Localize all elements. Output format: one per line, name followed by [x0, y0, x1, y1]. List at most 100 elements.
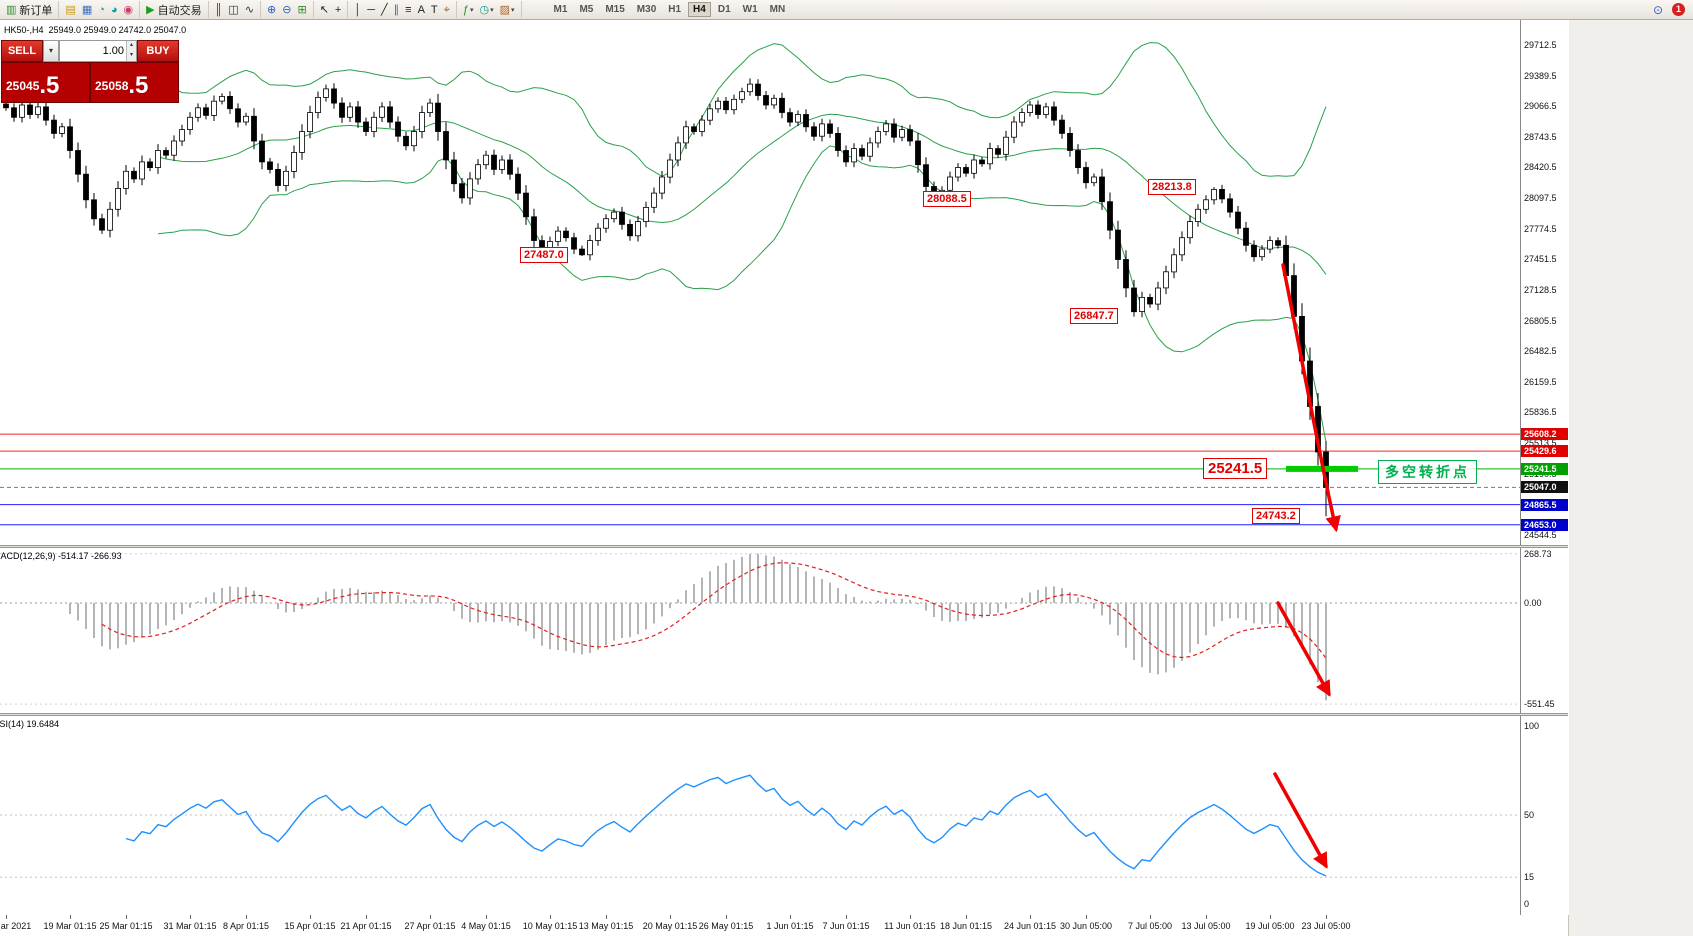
price-tick: 26482.5: [1524, 346, 1557, 356]
tile-windows-button[interactable]: ⊞: [295, 2, 308, 18]
sell-price-display[interactable]: 25045.5: [1, 62, 90, 103]
time-label: 4 May 01:15: [461, 921, 511, 931]
timeframe-m30-button[interactable]: M30: [636, 4, 657, 15]
volume-input[interactable]: [60, 41, 127, 61]
order-type-dropdown[interactable]: ▾: [43, 40, 59, 62]
price-tick: 28420.5: [1524, 162, 1557, 172]
bar-chart-button[interactable]: ║: [213, 2, 225, 18]
time-label: 7 Jun 01:15: [822, 921, 870, 931]
toolbar-groups: ▥ 新订单 ▤ ▦ ◔ ◕ ◉ ▶ 自动交易 ║ ◫ ∿ ⊕ ⊖ ⊞ ↖ + │ ─ ╱ ∥ ≡ A T ⌖ ƒ ▾ ◷ ▾ ▨ ▾: [0, 1, 522, 18]
horizontal-line-icon: ─: [367, 3, 376, 16]
timeframe-h4-button[interactable]: H4: [688, 2, 711, 17]
macd-scale-value: 268.73: [1524, 549, 1552, 559]
time-tick: [430, 915, 431, 919]
channel-button[interactable]: ∥: [392, 2, 402, 18]
print-button[interactable]: ▦: [80, 2, 94, 18]
options-button[interactable]: ◕: [109, 2, 120, 18]
price-callout-label[interactable]: 26847.7: [1070, 308, 1118, 324]
price-axis[interactable]: 29712.5 29389.5 29066.5 28743.5 28420.5 28097…: [1520, 19, 1569, 915]
search-button[interactable]: ⊙: [1651, 2, 1665, 18]
arrows-tool-icon: ⌖: [443, 3, 450, 16]
search-icon: ⊙: [1652, 2, 1663, 17]
text-button[interactable]: A: [416, 2, 427, 18]
indicators-button[interactable]: ƒ ▾: [461, 2, 476, 18]
time-tick: [126, 915, 127, 919]
alert-icon: ◉: [123, 3, 134, 16]
periods-button[interactable]: ◷ ▾: [477, 2, 495, 18]
history-center-button[interactable]: ◔: [96, 2, 107, 18]
trend-arrow[interactable]: [1273, 772, 1328, 869]
timeframe-m1-button[interactable]: M1: [553, 4, 568, 15]
fibonacci-icon: ≡: [405, 3, 412, 16]
time-label: 16 Mar 2021: [0, 921, 32, 931]
candlestick-button[interactable]: ◫: [226, 2, 240, 18]
profiles-button[interactable]: ▤: [63, 2, 77, 18]
price-callout-label[interactable]: 27487.0: [520, 247, 568, 263]
main-chart[interactable]: [0, 19, 1520, 545]
arrows-tool-button[interactable]: ⌖: [442, 2, 452, 18]
buy-price-display[interactable]: 25058.5: [90, 62, 179, 103]
text-label-button[interactable]: T: [429, 2, 440, 18]
zoom-in-icon: ⊕: [267, 3, 277, 16]
tile-windows-icon: ⊞: [297, 3, 307, 16]
time-tick: [966, 915, 967, 919]
rsi-scale-value: 0: [1524, 899, 1530, 909]
sell-button[interactable]: SELL: [1, 40, 43, 62]
timeframe-m5-button[interactable]: M5: [579, 4, 594, 15]
price-tick: 26159.5: [1524, 377, 1557, 387]
time-label: 20 May 01:15: [642, 921, 698, 931]
buy-price-pips: .5: [128, 72, 149, 99]
volume-decrease-button[interactable]: ▾: [127, 51, 136, 61]
time-tick: [846, 915, 847, 919]
buy-button[interactable]: BUY: [137, 40, 179, 62]
crosshair-button[interactable]: +: [333, 2, 343, 18]
fibonacci-button[interactable]: ≡: [403, 2, 413, 18]
macd-panel[interactable]: [0, 548, 1520, 713]
rsi-scale-value: 15: [1524, 872, 1535, 882]
timeframe-h1-button[interactable]: H1: [668, 4, 682, 15]
volume-increase-button[interactable]: ▴: [127, 41, 136, 51]
workspace-empty-area: [1568, 19, 1693, 936]
trend-arrow[interactable]: [1276, 601, 1331, 697]
time-label: 10 May 01:15: [522, 921, 578, 931]
panel-separator[interactable]: [0, 713, 1568, 716]
timeframe-w1-button[interactable]: W1: [742, 4, 758, 15]
rsi-panel[interactable]: [0, 716, 1520, 914]
cursor-icon: ↖: [319, 3, 329, 16]
price-marker: 24865.5: [1521, 499, 1568, 511]
time-label: 23 Jul 05:00: [1301, 921, 1351, 931]
timeframe-mn-button[interactable]: MN: [769, 4, 786, 15]
notifications-badge[interactable]: 1: [1672, 3, 1685, 16]
cursor-button[interactable]: ↖: [318, 2, 331, 18]
vertical-line-button[interactable]: │: [352, 2, 363, 18]
zoom-in-button[interactable]: ⊕: [265, 2, 278, 18]
timeframe-m15-button[interactable]: M15: [605, 4, 625, 15]
autotrading-button[interactable]: ▶ 自动交易: [144, 2, 203, 18]
timeframe-d1-button[interactable]: D1: [717, 4, 731, 15]
chevron-down-icon: ▾: [469, 6, 474, 14]
new-order-button[interactable]: ▥ 新订单: [4, 2, 54, 18]
price-tick: 29066.5: [1524, 101, 1557, 111]
time-tick: [366, 915, 367, 919]
templates-button[interactable]: ▨ ▾: [498, 2, 517, 18]
time-label: 13 May 01:15: [578, 921, 634, 931]
rsi-scale-value: 50: [1524, 810, 1535, 820]
turning-point-annotation[interactable]: 多空转折点: [1378, 460, 1477, 484]
price-marker: 25047.0: [1521, 481, 1568, 493]
time-label: 24 Jun 01:15: [1003, 921, 1057, 931]
alerts-button[interactable]: ◉: [122, 2, 136, 18]
price-callout-label[interactable]: 24743.2: [1252, 508, 1300, 524]
price-callout-label[interactable]: 28088.5: [923, 191, 971, 207]
horizontal-line-button[interactable]: ─: [365, 2, 377, 18]
price-tick: 26805.5: [1524, 316, 1557, 326]
trend-arrow[interactable]: [1281, 263, 1341, 533]
price-tick: 29712.5: [1524, 40, 1557, 50]
zoom-out-button[interactable]: ⊖: [280, 2, 293, 18]
turning-point-price-label[interactable]: 25241.5: [1203, 458, 1268, 479]
line-chart-button[interactable]: ∿: [243, 2, 256, 18]
price-callout-label[interactable]: 28213.8: [1148, 179, 1196, 195]
time-tick: [606, 915, 607, 919]
panel-separator[interactable]: [0, 545, 1568, 548]
trendline-button[interactable]: ╱: [379, 2, 390, 18]
